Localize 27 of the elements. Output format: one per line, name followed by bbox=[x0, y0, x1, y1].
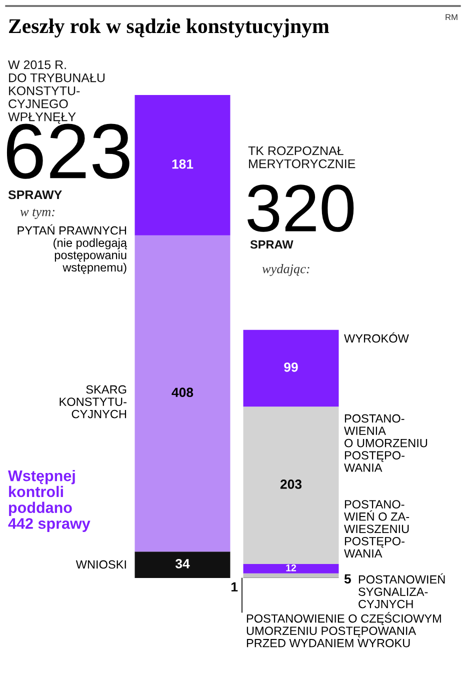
text: W 2015 R. DO TRYBUNAŁU KONSTYTU- CYJNEGO WPŁYNĘŁY bbox=[8, 60, 105, 124]
text: RM bbox=[446, 14, 458, 20]
annotation: TK ROZPOZNAŁ MERYTORYCZNIE bbox=[248, 146, 356, 168]
data-label: 34 bbox=[175, 559, 190, 568]
text: SPRAWY bbox=[8, 190, 62, 200]
total-label: 623 bbox=[6, 124, 130, 179]
series-label: POSTANO- WIENIA O UMORZENIU POSTĘPO- WANIA bbox=[344, 414, 428, 472]
series-label: WYROKÓW bbox=[344, 332, 409, 343]
text: Wstępnej kontroli poddano 442 sprawy bbox=[8, 470, 90, 532]
data-label: 203 bbox=[280, 480, 302, 489]
chart-title: Zeszły rok w sądzie konstytucyjnym bbox=[8, 18, 330, 38]
annotation: SPRAW bbox=[250, 240, 294, 249]
series-label: PYTAŃ PRAWNYCH (nie podlegają postępowaniu wstępnemu) bbox=[18, 224, 128, 274]
series-label: SKARG KONSTYTU- CYJNYCH bbox=[60, 385, 126, 418]
data-label: 99 bbox=[284, 362, 298, 372]
total-label: 320 bbox=[248, 184, 354, 232]
annotation: wydając: bbox=[262, 264, 310, 276]
text: POSTANOWIENIE O CZĘŚCIOWYM UMORZENIU POSTĘPOWANIA PRZED WYDANIEM WYROKU bbox=[246, 612, 441, 648]
data-label: 408 bbox=[172, 388, 194, 398]
text: w tym: bbox=[20, 208, 54, 219]
series-label: POSTANOWIEŃ SYGNALIZA- CYJNYCH bbox=[358, 573, 445, 608]
series-label: POSTANO- WIEŃ O ZA- WIESZENIU POSTĘPO- WANIA bbox=[344, 500, 410, 558]
data-label: 5 bbox=[344, 574, 351, 584]
data-label: 12 bbox=[286, 564, 296, 572]
data-label: 1 bbox=[231, 582, 238, 592]
data-label: 181 bbox=[172, 159, 194, 169]
series-label: WNIOSKI bbox=[76, 560, 126, 569]
